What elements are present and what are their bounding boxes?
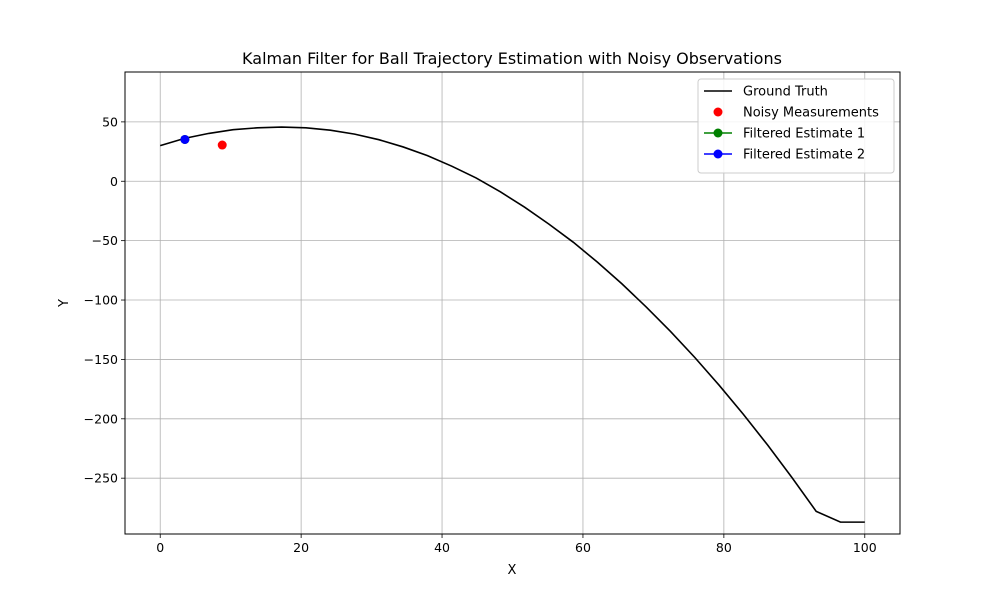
- y-tick-label: −150: [84, 352, 118, 367]
- x-tick-label: 20: [293, 540, 309, 555]
- y-tick-label: −200: [84, 411, 118, 426]
- legend-marker-swatch: [713, 149, 723, 159]
- y-tick-label: −50: [92, 233, 118, 248]
- noisy-measurement-point: [217, 140, 227, 150]
- y-tick-label: 0: [110, 174, 118, 189]
- legend-entry-label: Filtered Estimate 2: [743, 148, 865, 163]
- x-tick-label: 100: [853, 540, 877, 555]
- y-tick-label: 50: [102, 114, 118, 129]
- legend-box: [697, 78, 895, 174]
- y-tick-label: −250: [84, 471, 118, 486]
- legend-entry-label: Filtered Estimate 1: [743, 127, 865, 142]
- y-axis-label: Y: [57, 299, 72, 308]
- y-tick-label: −100: [84, 293, 118, 308]
- legend-marker-swatch: [713, 107, 723, 117]
- filtered-estimate-point-3: [180, 134, 190, 144]
- chart-title: Kalman Filter for Ball Trajectory Estima…: [242, 49, 782, 68]
- x-axis-label: X: [508, 563, 517, 578]
- x-tick-label: 60: [575, 540, 591, 555]
- plot-series: [160, 126, 865, 523]
- x-tick-label: 0: [156, 540, 164, 555]
- legend-entry-label: Ground Truth: [743, 85, 828, 100]
- legend: Ground Truth Noisy Measurements Filtered E…: [697, 78, 895, 174]
- legend-entry-label: Noisy Measurements: [743, 106, 879, 121]
- series-line-ground-truth: [160, 126, 865, 523]
- plot-frame: [124, 71, 901, 535]
- axis-ticks: 0 20 40 60 80 100 50 0 −50 −100 −150 −200 −250: [84, 114, 877, 555]
- x-tick-label: 40: [434, 540, 450, 555]
- x-tick-label: 80: [716, 540, 732, 555]
- legend-marker-swatch: [713, 128, 723, 138]
